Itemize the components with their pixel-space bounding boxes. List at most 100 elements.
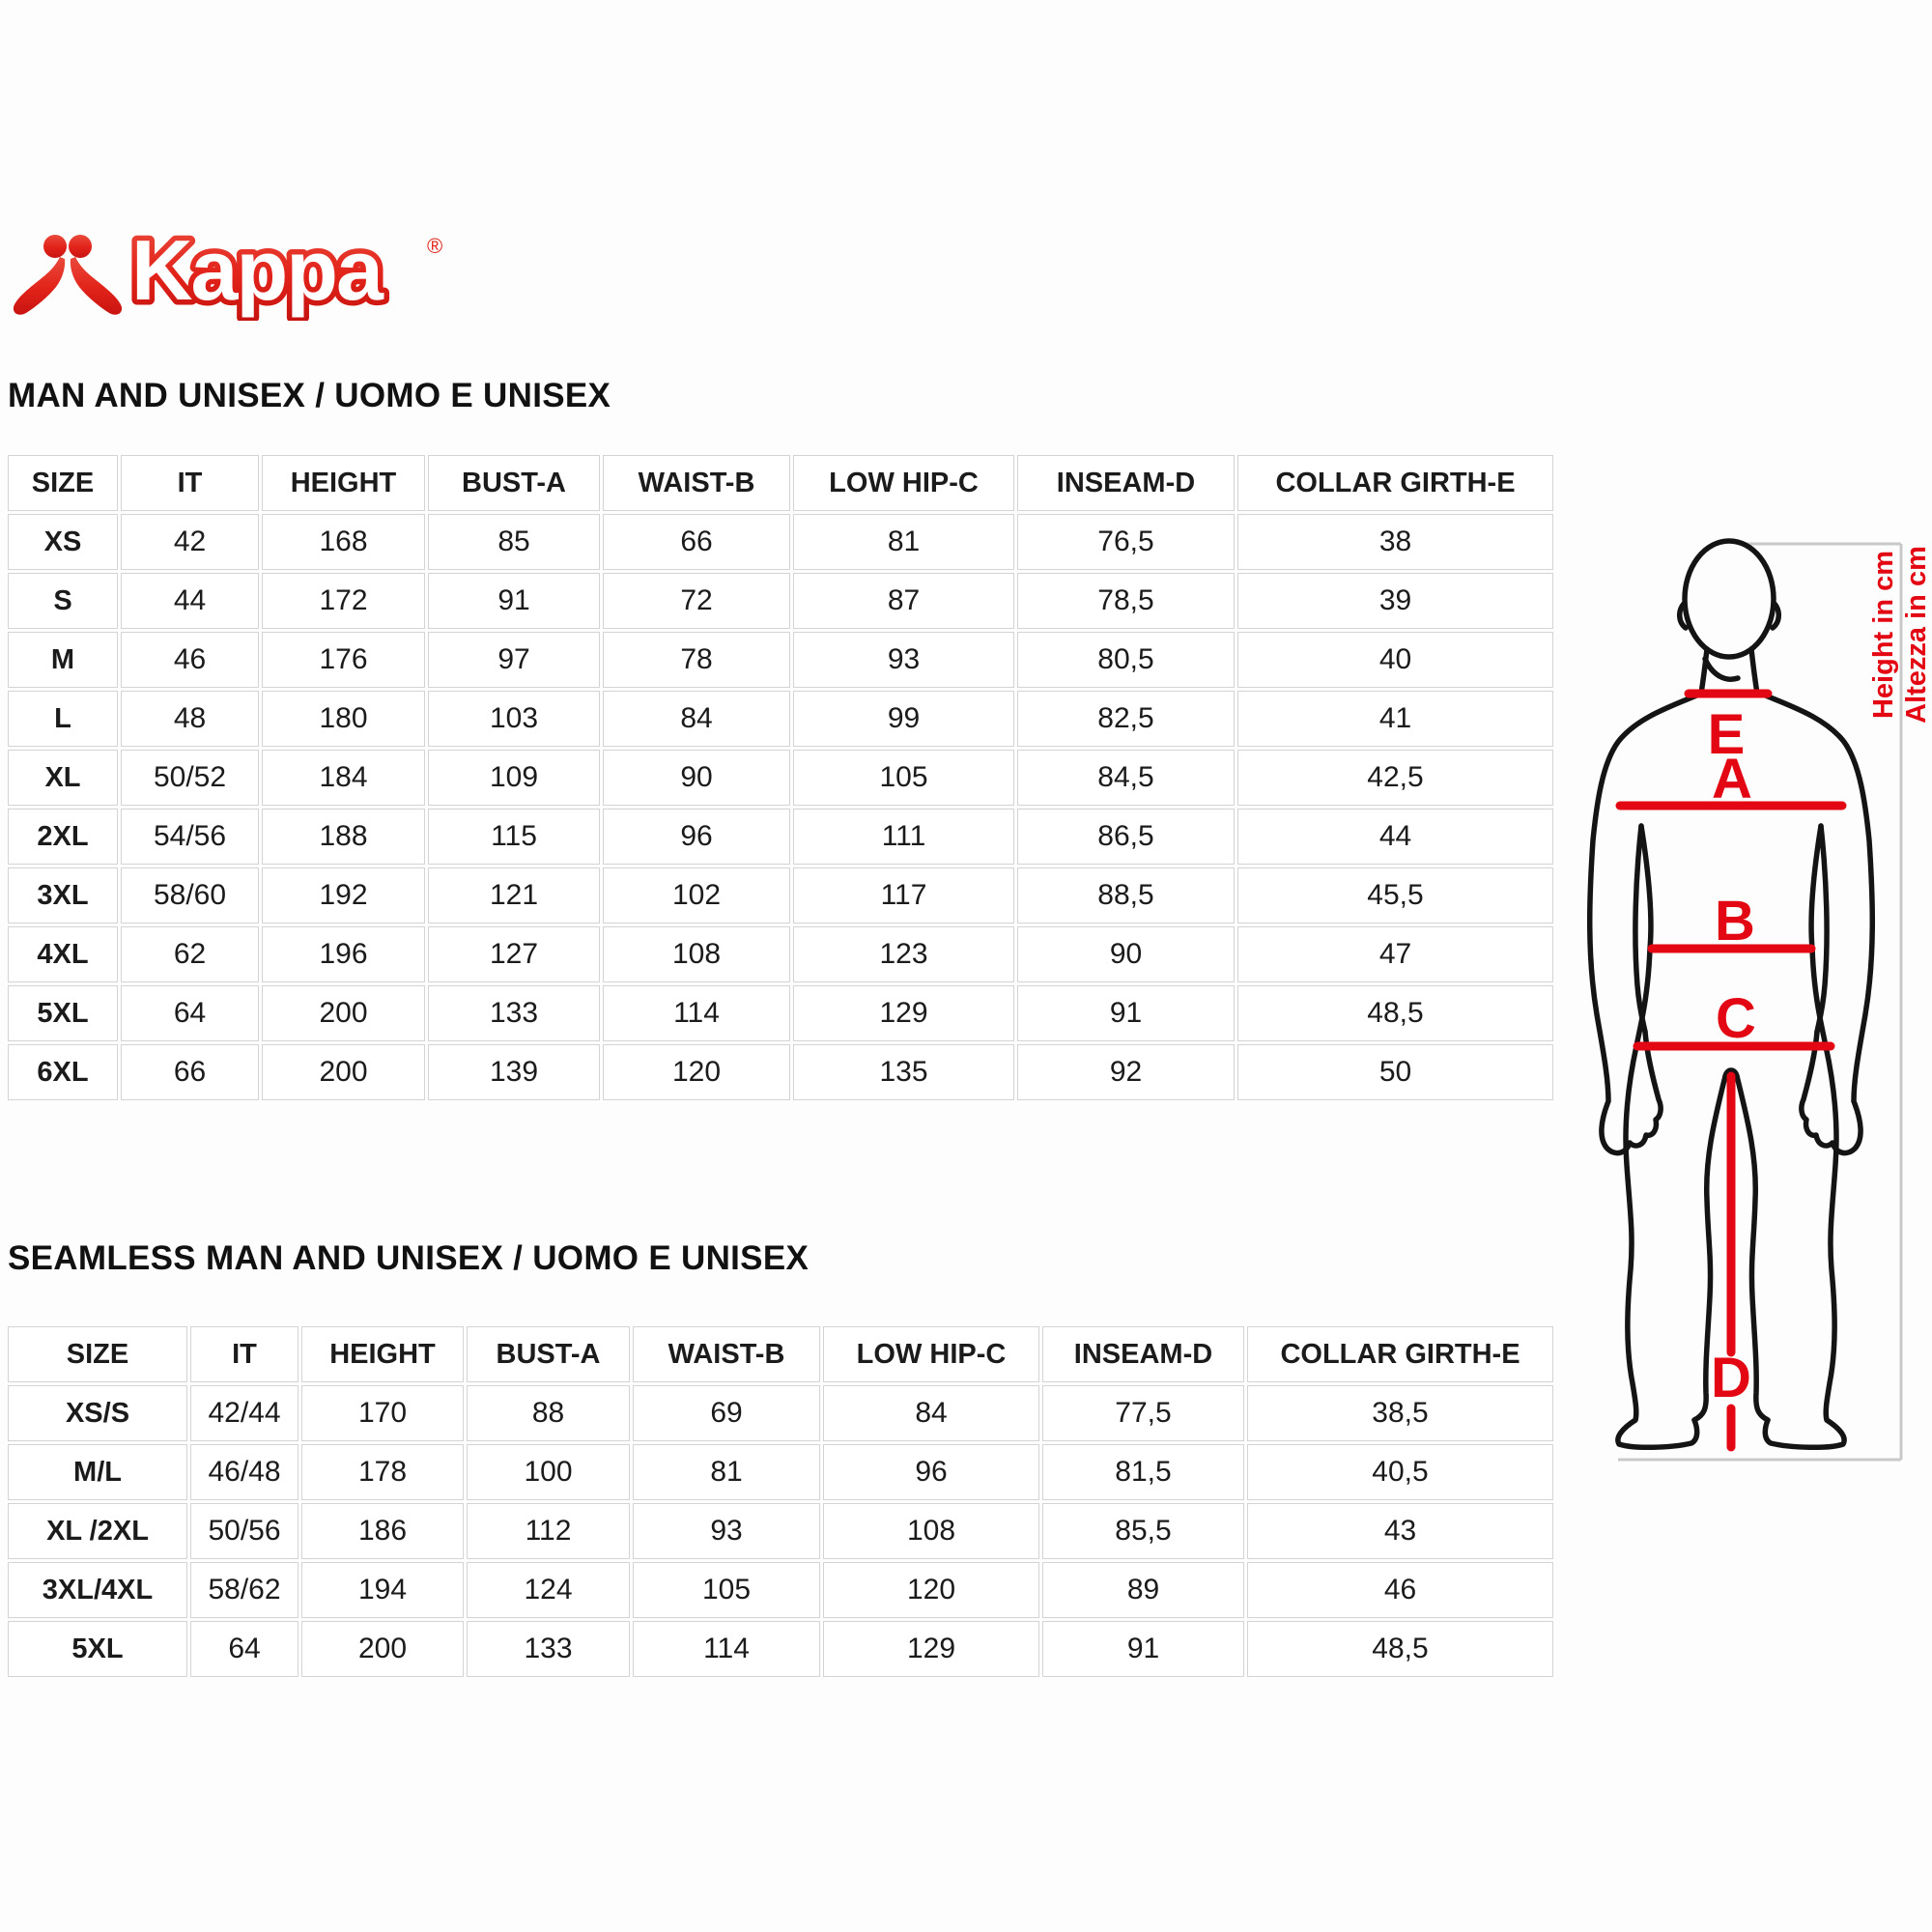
column-header: HEIGHT (262, 455, 425, 511)
value-cell: 64 (121, 985, 259, 1041)
size-cell: L (8, 691, 118, 747)
label-low-hip-c: C (1716, 987, 1756, 1050)
column-header: IT (121, 455, 259, 511)
header-row: SIZE IT HEIGHT BUST-A WAIST-B LOW HIP-C INSEAM… (8, 455, 1553, 511)
value-cell: 91 (1042, 1621, 1244, 1677)
value-cell: 90 (603, 750, 790, 806)
value-cell: 87 (793, 573, 1014, 629)
value-cell: 96 (823, 1444, 1039, 1500)
value-cell: 54/56 (121, 809, 259, 865)
value-cell: 91 (1017, 985, 1235, 1041)
value-cell: 170 (301, 1385, 464, 1441)
value-cell: 192 (262, 867, 425, 923)
value-cell: 97 (428, 632, 600, 688)
value-cell: 85 (428, 514, 600, 570)
table-row: XL /2XL 50/56 186 112 93 108 85,5 43 (8, 1503, 1553, 1559)
table-row: 5XL 64 200 133 114 129 91 48,5 (8, 985, 1553, 1041)
value-cell: 80,5 (1017, 632, 1235, 688)
value-cell: 115 (428, 809, 600, 865)
value-cell: 81 (633, 1444, 820, 1500)
column-header: IT (190, 1326, 298, 1382)
section-title-seamless-man-unisex: SEAMLESS MAN AND UNISEX / UOMO E UNISEX (8, 1239, 810, 1277)
value-cell: 196 (262, 926, 425, 982)
value-cell: 42,5 (1237, 750, 1553, 806)
value-cell: 92 (1017, 1044, 1235, 1100)
value-cell: 42 (121, 514, 259, 570)
table-row: XL 50/52 184 109 90 105 84,5 42,5 (8, 750, 1553, 806)
table-row: XS 42 168 85 66 81 76,5 38 (8, 514, 1553, 570)
size-cell: XL /2XL (8, 1503, 187, 1559)
value-cell: 108 (823, 1503, 1039, 1559)
column-header: INSEAM-D (1017, 455, 1235, 511)
size-cell: XL (8, 750, 118, 806)
label-bust-a: A (1712, 748, 1752, 810)
column-header: HEIGHT (301, 1326, 464, 1382)
value-cell: 72 (603, 573, 790, 629)
value-cell: 112 (467, 1503, 630, 1559)
value-cell: 93 (633, 1503, 820, 1559)
label-waist-b: B (1715, 890, 1755, 952)
table-row: XS/S 42/44 170 88 69 84 77,5 38,5 (8, 1385, 1553, 1441)
size-table-seamless-man-unisex: SIZE IT HEIGHT BUST-A WAIST-B LOW HIP-C INSEAM… (5, 1323, 1556, 1680)
table-row: 2XL 54/56 188 115 96 111 86,5 44 (8, 809, 1553, 865)
value-cell: 38 (1237, 514, 1553, 570)
value-cell: 124 (467, 1562, 630, 1618)
column-header: COLLAR GIRTH-E (1237, 455, 1553, 511)
value-cell: 184 (262, 750, 425, 806)
size-cell: 3XL (8, 867, 118, 923)
header-row: SIZE IT HEIGHT BUST-A WAIST-B LOW HIP-C INSEAM… (8, 1326, 1553, 1382)
value-cell: 109 (428, 750, 600, 806)
value-cell: 90 (1017, 926, 1235, 982)
value-cell: 194 (301, 1562, 464, 1618)
table-row: M 46 176 97 78 93 80,5 40 (8, 632, 1553, 688)
value-cell: 46/48 (190, 1444, 298, 1500)
value-cell: 105 (793, 750, 1014, 806)
value-cell: 108 (603, 926, 790, 982)
value-cell: 82,5 (1017, 691, 1235, 747)
value-cell: 50/56 (190, 1503, 298, 1559)
size-cell: 4XL (8, 926, 118, 982)
value-cell: 40 (1237, 632, 1553, 688)
registered-trademark: ® (427, 234, 442, 258)
value-cell: 188 (262, 809, 425, 865)
value-cell: 102 (603, 867, 790, 923)
value-cell: 46 (121, 632, 259, 688)
body-measurement-diagram: E A B C D Height in cm Altezza in cm (1560, 386, 1932, 1700)
table-row: L 48 180 103 84 99 82,5 41 (8, 691, 1553, 747)
value-cell: 66 (603, 514, 790, 570)
value-cell: 133 (428, 985, 600, 1041)
kappa-wordmark: Kappa (131, 228, 384, 318)
value-cell: 41 (1237, 691, 1553, 747)
value-cell: 50/52 (121, 750, 259, 806)
size-cell: 5XL (8, 985, 118, 1041)
size-cell: XS/S (8, 1385, 187, 1441)
value-cell: 129 (793, 985, 1014, 1041)
height-note-en: Height in cm (1868, 551, 1899, 719)
value-cell: 58/60 (121, 867, 259, 923)
size-cell: 6XL (8, 1044, 118, 1100)
table-row: 4XL 62 196 127 108 123 90 47 (8, 926, 1553, 982)
height-bracket (1618, 542, 1903, 1462)
value-cell: 62 (121, 926, 259, 982)
value-cell: 123 (793, 926, 1014, 982)
value-cell: 77,5 (1042, 1385, 1244, 1441)
size-cell: M (8, 632, 118, 688)
value-cell: 135 (793, 1044, 1014, 1100)
value-cell: 133 (467, 1621, 630, 1677)
value-cell: 66 (121, 1044, 259, 1100)
column-header: BUST-A (428, 455, 600, 511)
value-cell: 86,5 (1017, 809, 1235, 865)
value-cell: 200 (262, 985, 425, 1041)
value-cell: 200 (301, 1621, 464, 1677)
value-cell: 103 (428, 691, 600, 747)
kappa-logo: Kappa ® (10, 228, 446, 321)
value-cell: 48,5 (1237, 985, 1553, 1041)
value-cell: 120 (603, 1044, 790, 1100)
value-cell: 50 (1237, 1044, 1553, 1100)
column-header: WAIST-B (603, 455, 790, 511)
value-cell: 89 (1042, 1562, 1244, 1618)
size-cell: M/L (8, 1444, 187, 1500)
table-row: 5XL 64 200 133 114 129 91 48,5 (8, 1621, 1553, 1677)
value-cell: 186 (301, 1503, 464, 1559)
value-cell: 84 (823, 1385, 1039, 1441)
